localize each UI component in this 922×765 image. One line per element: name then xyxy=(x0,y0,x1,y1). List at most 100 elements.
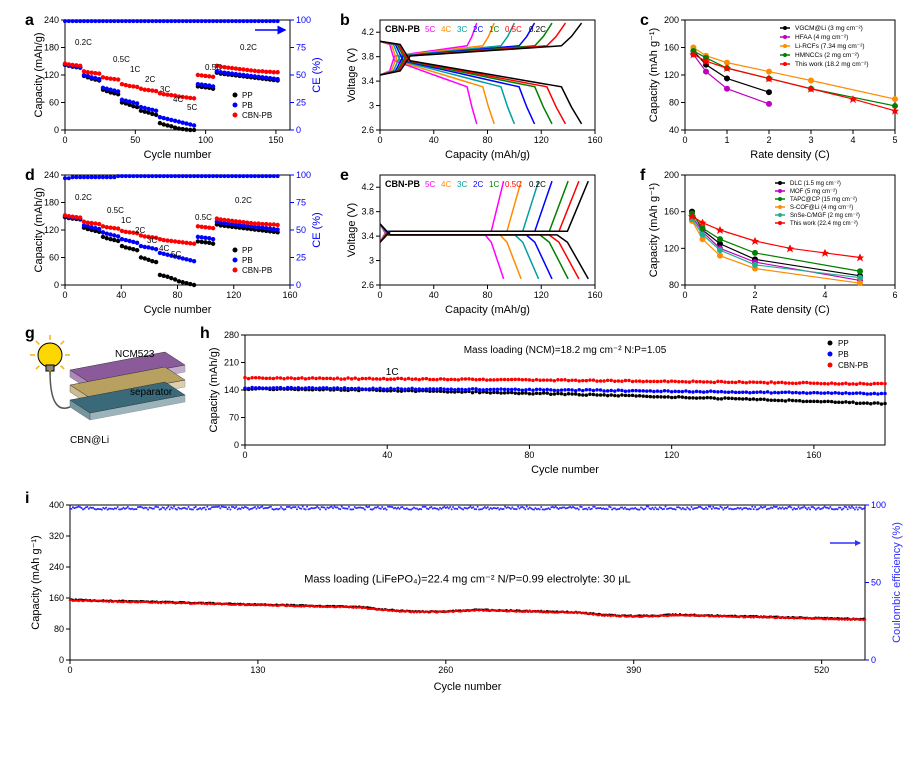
svg-text:0: 0 xyxy=(54,125,59,135)
svg-text:Capacity (mAh/g): Capacity (mAh/g) xyxy=(208,348,220,433)
svg-text:210: 210 xyxy=(224,358,239,368)
svg-text:4C: 4C xyxy=(441,25,451,34)
svg-text:120: 120 xyxy=(664,70,679,80)
svg-text:0: 0 xyxy=(871,655,876,665)
svg-text:200: 200 xyxy=(664,15,679,25)
svg-text:4.2: 4.2 xyxy=(361,182,374,192)
svg-text:40: 40 xyxy=(382,450,392,460)
svg-text:240: 240 xyxy=(44,170,59,180)
svg-text:100: 100 xyxy=(296,170,311,180)
svg-text:0: 0 xyxy=(59,655,64,665)
svg-text:80: 80 xyxy=(172,290,182,300)
svg-text:100: 100 xyxy=(871,500,886,510)
svg-text:50: 50 xyxy=(296,70,306,80)
svg-text:2: 2 xyxy=(766,135,771,145)
svg-text:3C: 3C xyxy=(160,85,170,94)
panel-b-chart: 040801201602.633.43.84.2CBN-PB5C4C3C2C1C… xyxy=(345,10,625,165)
svg-text:separator: separator xyxy=(130,387,173,398)
panel-c-chart: 0123454080120160200VGCM@Li (3 mg cm⁻²)HF… xyxy=(645,10,922,165)
svg-text:80: 80 xyxy=(669,280,679,290)
svg-text:2: 2 xyxy=(752,290,757,300)
svg-text:3C: 3C xyxy=(147,236,157,245)
svg-text:3C: 3C xyxy=(457,180,467,189)
svg-text:PP: PP xyxy=(242,91,253,100)
svg-text:0.5C: 0.5C xyxy=(205,63,222,72)
svg-text:PP: PP xyxy=(838,339,849,348)
svg-text:Rate density (C): Rate density (C) xyxy=(750,149,829,161)
svg-text:Mass loading (NCM)=18.2 mg cm⁻: Mass loading (NCM)=18.2 mg cm⁻² N:P=1.05 xyxy=(464,345,667,356)
svg-text:Mass loading (LiFePO₄)=22.4 mg: Mass loading (LiFePO₄)=22.4 mg cm⁻² N/P=… xyxy=(304,574,631,586)
svg-text:2C: 2C xyxy=(473,25,483,34)
panel-f-chart: 024680120160200DLC (1.5 mg cm⁻²)MOF (5 m… xyxy=(645,165,922,320)
svg-text:4: 4 xyxy=(822,290,827,300)
panel-a-chart: 05010015006012018024002550751000.2C0.5C1… xyxy=(30,10,330,165)
svg-text:0: 0 xyxy=(54,280,59,290)
svg-text:1C: 1C xyxy=(489,180,499,189)
svg-text:1C: 1C xyxy=(121,216,131,225)
svg-text:50: 50 xyxy=(130,135,140,145)
svg-text:0.5C: 0.5C xyxy=(107,206,124,215)
svg-text:This work (18.2 mg cm⁻²): This work (18.2 mg cm⁻²) xyxy=(795,61,869,68)
svg-text:0: 0 xyxy=(242,450,247,460)
svg-text:40: 40 xyxy=(429,135,439,145)
svg-text:0: 0 xyxy=(234,440,239,450)
svg-text:0: 0 xyxy=(682,135,687,145)
svg-text:0.2C: 0.2C xyxy=(235,196,252,205)
svg-text:3.8: 3.8 xyxy=(361,52,374,62)
svg-text:140: 140 xyxy=(224,385,239,395)
svg-text:240: 240 xyxy=(44,15,59,25)
svg-text:Li-RCFs (7.34 mg cm⁻²): Li-RCFs (7.34 mg cm⁻²) xyxy=(795,43,865,50)
svg-text:120: 120 xyxy=(44,70,59,80)
svg-text:40: 40 xyxy=(669,125,679,135)
svg-text:Cycle number: Cycle number xyxy=(144,149,212,161)
svg-text:1C: 1C xyxy=(130,65,140,74)
svg-text:Capacity (mAh g⁻¹): Capacity (mAh g⁻¹) xyxy=(648,28,660,122)
svg-text:75: 75 xyxy=(296,43,306,53)
svg-text:CBN-PB: CBN-PB xyxy=(242,266,272,275)
svg-text:CE (%): CE (%) xyxy=(311,212,323,247)
svg-text:0: 0 xyxy=(296,280,301,290)
panel-g-diagram: NCM523separatorCBN@Li xyxy=(20,325,200,480)
svg-text:50: 50 xyxy=(871,578,881,588)
svg-text:DLC (1.5 mg cm⁻²): DLC (1.5 mg cm⁻²) xyxy=(790,181,841,187)
svg-text:Cycle number: Cycle number xyxy=(531,464,599,476)
svg-text:25: 25 xyxy=(296,98,306,108)
svg-text:CBN-PB: CBN-PB xyxy=(242,111,272,120)
svg-text:0.5C: 0.5C xyxy=(505,25,522,34)
svg-text:This work (22.4 mg cm⁻²): This work (22.4 mg cm⁻²) xyxy=(790,221,858,227)
svg-text:PB: PB xyxy=(242,256,253,265)
svg-text:25: 25 xyxy=(296,253,306,263)
svg-text:0: 0 xyxy=(682,290,687,300)
svg-text:Capacity (mAh g⁻¹): Capacity (mAh g⁻¹) xyxy=(30,535,42,629)
svg-text:120: 120 xyxy=(534,135,549,145)
svg-text:CBN-PB: CBN-PB xyxy=(385,179,420,189)
svg-text:4C: 4C xyxy=(173,95,183,104)
svg-text:60: 60 xyxy=(49,253,59,263)
svg-text:130: 130 xyxy=(250,665,265,675)
svg-text:70: 70 xyxy=(229,413,239,423)
svg-text:Capacity (mAh/g): Capacity (mAh/g) xyxy=(445,149,530,161)
svg-text:100: 100 xyxy=(198,135,213,145)
svg-text:0.2C: 0.2C xyxy=(529,25,546,34)
svg-text:0: 0 xyxy=(377,290,382,300)
svg-text:HFAA (4 mg cm⁻²): HFAA (4 mg cm⁻²) xyxy=(795,34,848,41)
svg-text:Capacity (mAh/g): Capacity (mAh/g) xyxy=(445,304,530,316)
svg-text:3: 3 xyxy=(369,256,374,266)
svg-text:160: 160 xyxy=(664,43,679,53)
svg-text:2.6: 2.6 xyxy=(361,280,374,290)
svg-text:60: 60 xyxy=(49,98,59,108)
svg-text:1C: 1C xyxy=(489,25,499,34)
svg-text:1: 1 xyxy=(724,135,729,145)
svg-text:5C: 5C xyxy=(187,103,197,112)
svg-text:520: 520 xyxy=(814,665,829,675)
svg-text:160: 160 xyxy=(587,135,602,145)
svg-text:100: 100 xyxy=(296,15,311,25)
svg-text:80: 80 xyxy=(669,98,679,108)
svg-text:160: 160 xyxy=(806,450,821,460)
svg-text:240: 240 xyxy=(49,562,64,572)
svg-text:PB: PB xyxy=(838,350,849,359)
svg-text:SnSe-C/MGF (2 mg cm⁻²): SnSe-C/MGF (2 mg cm⁻²) xyxy=(790,213,860,219)
svg-text:2.6: 2.6 xyxy=(361,125,374,135)
svg-text:Capacity (mAh/g): Capacity (mAh/g) xyxy=(33,33,45,118)
svg-text:0.5C: 0.5C xyxy=(195,213,212,222)
